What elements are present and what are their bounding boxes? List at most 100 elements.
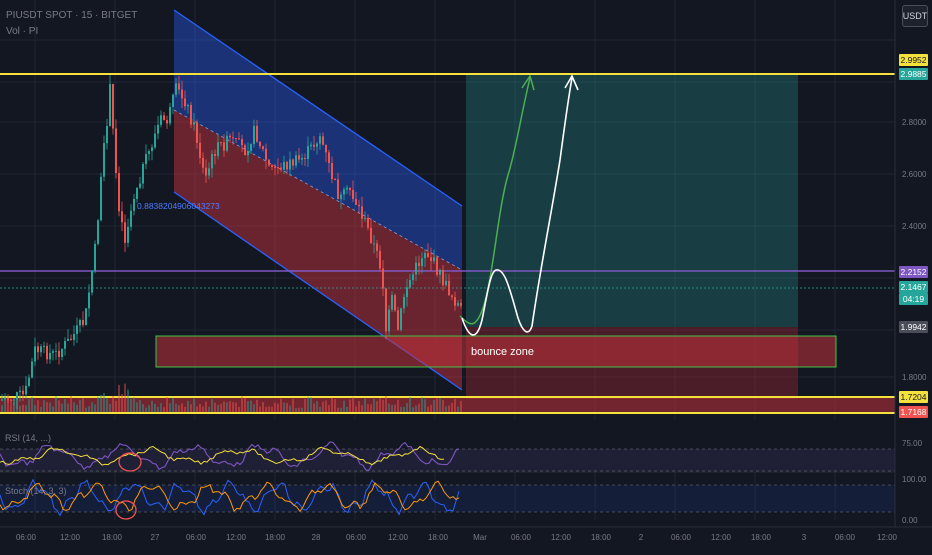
candle-body <box>412 274 414 281</box>
stoch-circle-marker[interactable] <box>115 500 137 520</box>
rsi-axis-tick-75: 75.00 <box>902 439 923 448</box>
volume-bar <box>175 403 177 412</box>
volume-bar <box>289 405 291 412</box>
candle-body <box>37 346 39 353</box>
volume-bar <box>286 402 288 412</box>
volume-bar <box>343 400 345 412</box>
candle-body <box>157 124 159 134</box>
channel-mid-line <box>173 109 463 271</box>
price-tag-support-b: 1.7168 <box>899 406 928 418</box>
candle-body <box>436 257 438 275</box>
candle-body <box>79 320 81 326</box>
candle-body <box>109 84 111 127</box>
time-axis-label: 12:00 <box>877 533 898 542</box>
volume-bar <box>61 403 63 412</box>
candle-body <box>283 161 285 170</box>
volume-bar <box>28 398 30 412</box>
candle-body <box>82 320 84 325</box>
rsi-panel[interactable]: RSI (14, ...) <box>0 420 895 472</box>
volume-bar <box>103 393 105 412</box>
volume-bar <box>70 396 72 412</box>
volume-bar <box>274 402 276 412</box>
candle-body <box>1 399 3 401</box>
volume-bar <box>280 398 282 412</box>
time-axis-label: 18:00 <box>751 533 772 542</box>
candlesticks[interactable] <box>1 75 462 409</box>
volume-bar <box>325 400 327 412</box>
candle-body <box>49 352 51 360</box>
volume-bar <box>55 396 57 412</box>
bounce-zone[interactable] <box>155 335 837 368</box>
candle-body <box>70 338 72 340</box>
candle-body <box>67 338 69 342</box>
candle-body <box>139 183 141 188</box>
symbol-title[interactable]: PIUSDT SPOT · 15 · BITGET <box>6 10 138 21</box>
volume-bar <box>436 398 438 412</box>
currency-button[interactable]: USDT <box>902 5 928 27</box>
volume-legend[interactable]: Vol · PI <box>6 26 39 37</box>
time-axis[interactable] <box>0 527 932 550</box>
volume-bar <box>202 406 204 412</box>
volume-bar <box>394 404 396 412</box>
candle-body <box>295 155 297 166</box>
candle-body <box>322 136 324 145</box>
target-profit-zone[interactable] <box>466 74 798 327</box>
candle-body <box>148 151 150 154</box>
green-projection-arrow[interactable] <box>459 77 531 325</box>
volume-bar <box>169 403 171 412</box>
candle-body <box>193 122 195 125</box>
volume-bar <box>256 399 258 412</box>
axis-tick-2-4: 2.4000 <box>902 222 927 231</box>
candle-body <box>406 287 408 297</box>
price-tag-last-price: 2.1467 <box>899 281 928 293</box>
channel-ratio-label: 0.8838204906043273 <box>137 201 220 211</box>
time-axis-label: 18:00 <box>591 533 612 542</box>
volume-bar <box>319 406 321 412</box>
candle-body <box>121 211 123 223</box>
time-axis-label: 18:00 <box>265 533 286 542</box>
stoch-panel[interactable]: Stoch (14, 3, 3) <box>0 478 895 520</box>
candle-body <box>370 227 372 244</box>
stoch-axis-tick-0: 0.00 <box>902 516 918 525</box>
volume-bar <box>454 398 456 412</box>
candle-body <box>451 295 453 298</box>
candle-body <box>7 398 9 400</box>
volume-bar <box>388 403 390 412</box>
candle-body <box>184 98 186 107</box>
candle-body <box>40 346 42 353</box>
volume-bar <box>88 406 90 412</box>
volume-bar <box>460 400 462 412</box>
volume-bar <box>262 402 264 412</box>
time-axis-label: 12:00 <box>388 533 409 542</box>
candle-body <box>250 143 252 151</box>
volume-bar <box>445 406 447 412</box>
volume-bar <box>415 405 417 412</box>
candle-body <box>217 142 219 156</box>
candle-body <box>145 153 147 165</box>
volume-bar <box>106 398 108 412</box>
candle-body <box>151 147 153 152</box>
candle-body <box>220 142 222 144</box>
volume-bar <box>43 400 45 412</box>
candle-body <box>373 243 375 245</box>
candle-body <box>130 210 132 227</box>
volume-bar <box>349 399 351 412</box>
volume-bar <box>49 402 51 412</box>
candle-body <box>256 125 258 142</box>
volume-bar <box>196 406 198 412</box>
candle-body <box>241 139 243 146</box>
rsi-circle-marker[interactable] <box>118 452 142 472</box>
candle-body <box>4 398 6 400</box>
bounce-zone-label: bounce zone <box>471 346 534 358</box>
volume-bar <box>115 400 117 412</box>
volume-bar <box>295 407 297 412</box>
price-axis[interactable] <box>895 0 932 527</box>
channel-top-line <box>173 9 463 207</box>
volume-bar <box>109 403 111 412</box>
white-projection-arrow[interactable] <box>461 77 573 336</box>
candle-body <box>403 296 405 309</box>
volume-bar <box>439 398 441 412</box>
candle-body <box>235 138 237 140</box>
candle-body <box>118 173 120 212</box>
